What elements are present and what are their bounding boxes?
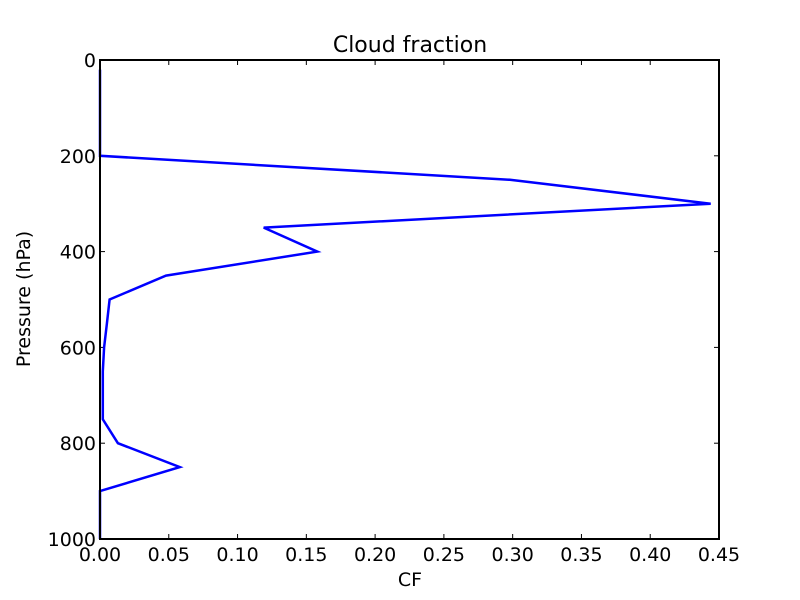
y-tick-label: 200 xyxy=(60,146,96,168)
y-axis-label: Pressure (hPa) xyxy=(13,231,35,367)
chart-title: Cloud fraction xyxy=(333,33,487,58)
y-tick-label: 800 xyxy=(60,433,96,455)
y-tick-label: 0 xyxy=(84,50,96,72)
x-tick-label: 0.30 xyxy=(492,544,534,566)
x-tick-label: 0.35 xyxy=(560,544,602,566)
x-tick-label: 0.20 xyxy=(354,544,396,566)
x-tick-label: 0.00 xyxy=(79,544,121,566)
x-tick-label: 0.25 xyxy=(423,544,465,566)
x-tick-label: 0.40 xyxy=(629,544,671,566)
plot-series-group xyxy=(98,69,711,539)
x-tick-label: 0.10 xyxy=(216,544,258,566)
x-axis-label: CF xyxy=(398,569,422,591)
x-tick-label: 0.05 xyxy=(148,544,190,566)
plot-frame xyxy=(99,59,720,540)
cloud-fraction-line xyxy=(98,69,711,539)
y-tick-label: 400 xyxy=(60,242,96,264)
x-tick-label: 0.15 xyxy=(285,544,327,566)
y-tick-label: 600 xyxy=(60,337,96,359)
y-tick-label: 1000 xyxy=(48,529,96,551)
x-axis-ticks: 0.00 0.05 0.10 0.15 0.20 0.25 0.30 0.35 0.40 0.45 xyxy=(79,60,740,566)
x-tick-label: 0.45 xyxy=(698,544,740,566)
